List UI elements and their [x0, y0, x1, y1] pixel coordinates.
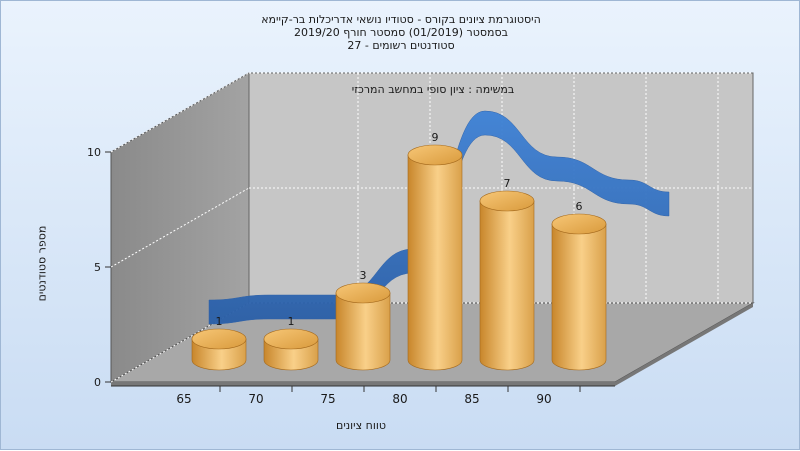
y-tick-label-0: 0 — [94, 376, 101, 389]
y-axis: 0 5 10 — [87, 146, 111, 389]
x-tick-label-0: 65 — [176, 392, 191, 406]
bar-3: 9 — [407, 131, 463, 371]
chart-title-line-1: היסטוגרמת ציונים בקורס - סטודיו נושאי אד… — [261, 13, 541, 26]
x-tick-label-3: 80 — [392, 392, 407, 406]
x-tick-label-1: 70 — [248, 392, 263, 406]
bar-top-3 — [407, 144, 463, 166]
y-tick-label-1: 5 — [94, 261, 101, 274]
bar-4: 7 — [479, 177, 535, 371]
gridline-left-1 — [110, 187, 250, 268]
x-axis-label: טווח ציונים — [336, 419, 386, 432]
bar-data-label-5: 6 — [576, 200, 583, 213]
bar-data-label-2: 3 — [360, 269, 367, 282]
y-tick-label-2: 10 — [87, 146, 101, 159]
bar-data-label-4: 7 — [504, 177, 511, 190]
x-tick-label-5: 90 — [536, 392, 551, 406]
bar-data-label-3: 9 — [432, 131, 439, 144]
bar-top-2 — [335, 282, 391, 304]
bar-body-4 — [479, 200, 535, 371]
chart-title-line-2: בסמסטר (01/2019) סמסטר חורף 2019/20 — [294, 26, 508, 39]
bar-1: 1 — [263, 315, 319, 371]
bar-5: 6 — [551, 200, 607, 371]
y-axis-label: מספר סטודנטים — [35, 225, 49, 302]
bar-data-label-0: 1 — [216, 315, 223, 328]
chart-title-line-3: סטודנטים רשומים - 27 — [347, 39, 455, 52]
floor-front-edge — [111, 382, 615, 386]
chart-annotation: במשימה : ציון סופי במחשב המרכזי — [352, 83, 515, 96]
floor-right-edge — [615, 303, 753, 386]
gridline-left-2 — [110, 72, 250, 153]
bar-data-label-1: 1 — [288, 315, 295, 328]
bar-top-1 — [263, 328, 319, 350]
bar-body-3 — [407, 154, 463, 371]
bars: 1 1 3 9 7 6 — [191, 131, 607, 371]
x-tick-label-2: 75 — [320, 392, 335, 406]
bar-2: 3 — [335, 269, 391, 371]
bar-top-4 — [479, 190, 535, 212]
bar-top-5 — [551, 213, 607, 235]
bar-top-0 — [191, 328, 247, 350]
x-tick-label-4: 85 — [464, 392, 479, 406]
x-axis: 65 70 75 80 85 90 — [111, 385, 615, 406]
bar-body-2 — [335, 292, 391, 371]
bar-0: 1 — [191, 315, 247, 371]
bar-body-5 — [551, 223, 607, 371]
